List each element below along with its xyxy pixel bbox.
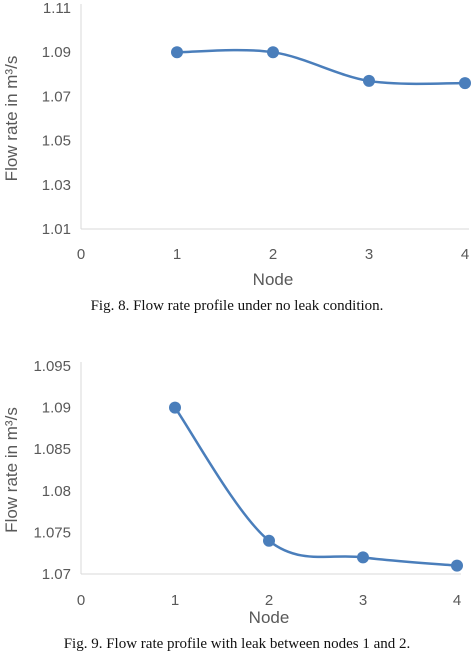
figure-9: 1.07 1.075 1.08 1.085 1.09 1.095 0 1 2 3 4 Node Flow… (0, 328, 474, 654)
x-tick-label: 1 (173, 246, 181, 263)
data-point (357, 551, 369, 564)
data-point (169, 401, 181, 414)
data-point (363, 74, 375, 87)
x-axis-title: Node (253, 270, 294, 289)
data-point (171, 46, 183, 59)
flow-rate-chart-no-leak: 1.01 1.03 1.05 1.07 1.09 1.11 0 1 2 3 4 Node Flow ra… (2, 0, 471, 289)
x-tick-label: 0 (77, 246, 85, 263)
y-tick-label: 1.075 (33, 524, 71, 541)
figure-8-caption: Fig. 8. Flow rate profile under no leak … (90, 298, 384, 314)
x-tick-label: 1 (171, 592, 179, 609)
data-point (267, 46, 279, 59)
y-tick-label: 1.09 (42, 44, 71, 61)
flow-rate-chart-with-leak: 1.07 1.075 1.08 1.085 1.09 1.095 0 1 2 3 4 Node Flow… (2, 358, 463, 627)
y-tick-label: 1.085 (33, 441, 71, 458)
series-line (176, 48, 466, 86)
x-tick-label: 2 (265, 592, 273, 609)
x-tick-label: 3 (365, 246, 373, 263)
y-tick-label: 1.03 (42, 177, 71, 194)
data-point (451, 559, 463, 572)
y-axis-title: Flow rate in m³/s (2, 56, 21, 182)
x-tick-label: 4 (461, 246, 469, 263)
x-tick-label: 4 (453, 592, 461, 609)
y-tick-label: 1.08 (42, 483, 71, 500)
y-tick-label: 1.05 (42, 133, 71, 150)
data-point (459, 77, 471, 90)
series-line (173, 406, 458, 567)
y-axis-title: Flow rate in m³/s (2, 407, 21, 533)
figure-9-caption: Fig. 9. Flow rate profile with leak betw… (63, 636, 411, 652)
figure-8: 1.01 1.03 1.05 1.07 1.09 1.11 0 1 2 3 4 Node Flow ra… (2, 0, 471, 314)
y-tick-label: 1.095 (33, 358, 71, 375)
y-tick-label: 1.01 (42, 221, 71, 238)
y-tick-label: 1.09 (42, 400, 71, 417)
data-point (263, 534, 275, 547)
y-tick-label: 1.11 (43, 0, 71, 17)
y-tick-label: 1.07 (42, 88, 71, 105)
x-axis-title: Node (249, 608, 290, 627)
x-tick-label: 3 (359, 592, 367, 609)
x-tick-label: 2 (269, 246, 277, 263)
y-tick-label: 1.07 (42, 566, 71, 583)
x-tick-label: 0 (77, 592, 85, 609)
